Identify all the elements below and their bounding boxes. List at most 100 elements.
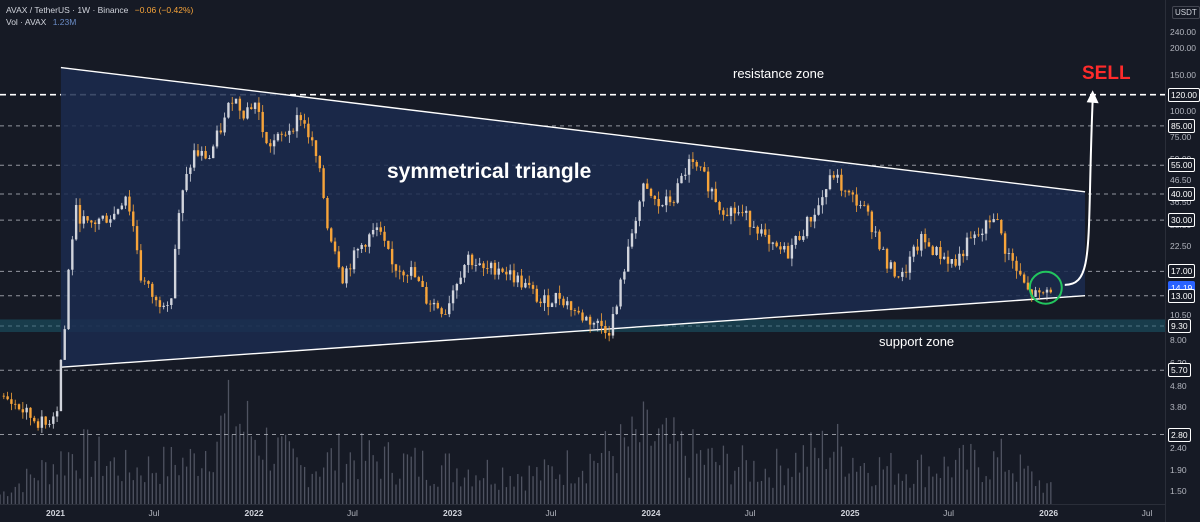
candle-body <box>885 248 889 269</box>
price-axis[interactable]: USDT 240.00200.00150.00100.0075.0059.004… <box>1165 0 1200 522</box>
candle-body <box>345 268 348 284</box>
candle-body <box>192 150 196 168</box>
price-level-badge: 55.00 <box>1168 158 1196 173</box>
candle-body <box>1030 289 1033 297</box>
volume-bar <box>909 487 911 504</box>
candle-body <box>1022 274 1026 283</box>
candle-body <box>208 158 211 159</box>
time-tick-label: Jul <box>943 508 954 518</box>
candle-body <box>421 280 424 287</box>
volume-bar <box>246 400 249 504</box>
candle-body <box>512 270 516 283</box>
volume-bar <box>631 416 633 504</box>
candle-body <box>356 248 360 251</box>
candle-body <box>882 248 885 250</box>
symbol-label[interactable]: AVAX / TetherUS · 1W · Binance <box>6 5 129 15</box>
candle-body <box>531 285 535 289</box>
candle-body <box>406 275 409 277</box>
volume-bar <box>1000 438 1002 504</box>
time-axis[interactable]: 2021 Jul 2022 Jul 2023 Jul 2024 Jul 2025 Jul 2026 J… <box>0 504 1165 522</box>
volume-bar <box>935 473 938 504</box>
volume-bar <box>315 471 317 504</box>
volume-bar <box>151 473 153 504</box>
candle-body <box>242 110 245 119</box>
volume-bar <box>357 479 359 504</box>
volume-bar <box>543 459 546 504</box>
currency-label[interactable]: USDT <box>1172 6 1200 19</box>
candle-body <box>604 325 607 334</box>
volume-bar <box>136 467 138 504</box>
volume-bar <box>970 443 972 504</box>
volume-bar <box>547 465 549 504</box>
candle-body <box>657 198 660 207</box>
price-change: −0.06 (−0.42%) <box>134 5 194 15</box>
candle-body <box>706 171 710 192</box>
volume-bar <box>791 476 793 504</box>
price-tick-label: 10.50 <box>1170 310 1192 320</box>
volume-bar <box>163 446 165 504</box>
candle-body <box>173 248 177 299</box>
volume-bar <box>532 476 534 504</box>
volume-bar <box>996 457 999 504</box>
volume-bar <box>536 467 538 504</box>
candle-body <box>284 134 287 136</box>
price-chart[interactable] <box>0 0 1165 504</box>
candle-body <box>722 210 725 215</box>
volume-bar <box>852 457 854 504</box>
price-tick-label: 100.00 <box>1170 106 1196 117</box>
volume-bar <box>913 483 915 504</box>
candle-body <box>52 416 55 424</box>
volume-bar <box>262 459 264 504</box>
candle-body <box>1000 219 1003 234</box>
volume-bar <box>189 448 192 504</box>
candle-body <box>520 275 523 288</box>
candle-body <box>729 207 733 216</box>
candle-body <box>958 253 961 266</box>
volume-bar <box>330 448 332 504</box>
candle-body <box>59 359 63 412</box>
candle-body <box>25 407 28 413</box>
volume-label[interactable]: Vol · AVAX <box>6 17 47 27</box>
candle-body <box>996 219 999 220</box>
volume-bar <box>559 474 561 504</box>
price-level-badge: 9.30 <box>1168 318 1191 333</box>
candle-body <box>139 250 143 281</box>
candle-body <box>965 237 969 257</box>
chart-area[interactable]: AVAX / TetherUS · 1W · Binance −0.06 (−0… <box>0 0 1165 504</box>
candle-body <box>482 263 485 269</box>
volume-bar <box>231 434 233 504</box>
candle-body <box>718 202 721 211</box>
volume-bar <box>661 424 664 504</box>
candle-body <box>535 288 539 302</box>
volume-bar <box>349 452 351 504</box>
volume-bar <box>817 458 820 504</box>
volume-bar <box>41 460 43 504</box>
volume-bar <box>540 480 542 504</box>
volume-bar <box>22 492 24 504</box>
volume-bar <box>1019 454 1022 504</box>
projection-arrow <box>1064 100 1094 286</box>
candle-body <box>527 282 531 286</box>
volume-bar <box>345 463 348 504</box>
volume-bar <box>608 451 610 504</box>
volume-bar <box>201 468 203 504</box>
candle-body <box>212 146 215 159</box>
candle-body <box>413 267 417 278</box>
volume-bar <box>955 459 957 504</box>
candle-body <box>352 250 356 270</box>
time-tick-label: 2026 <box>1039 508 1059 518</box>
volume-bars <box>0 379 1052 504</box>
volume-bar <box>212 472 214 504</box>
volume-bar <box>757 481 759 504</box>
time-tick-label: 2021 <box>46 508 65 518</box>
candle-body <box>524 282 527 288</box>
candle-body <box>573 310 577 311</box>
candle-body <box>280 133 283 135</box>
volume-bar <box>1046 483 1048 504</box>
candle-body <box>714 188 717 203</box>
candle-body <box>912 246 915 257</box>
volume-bar <box>737 467 740 504</box>
volume-bar <box>703 464 706 504</box>
candle-body <box>154 296 158 301</box>
price-level-badge: 85.00 <box>1168 118 1196 133</box>
